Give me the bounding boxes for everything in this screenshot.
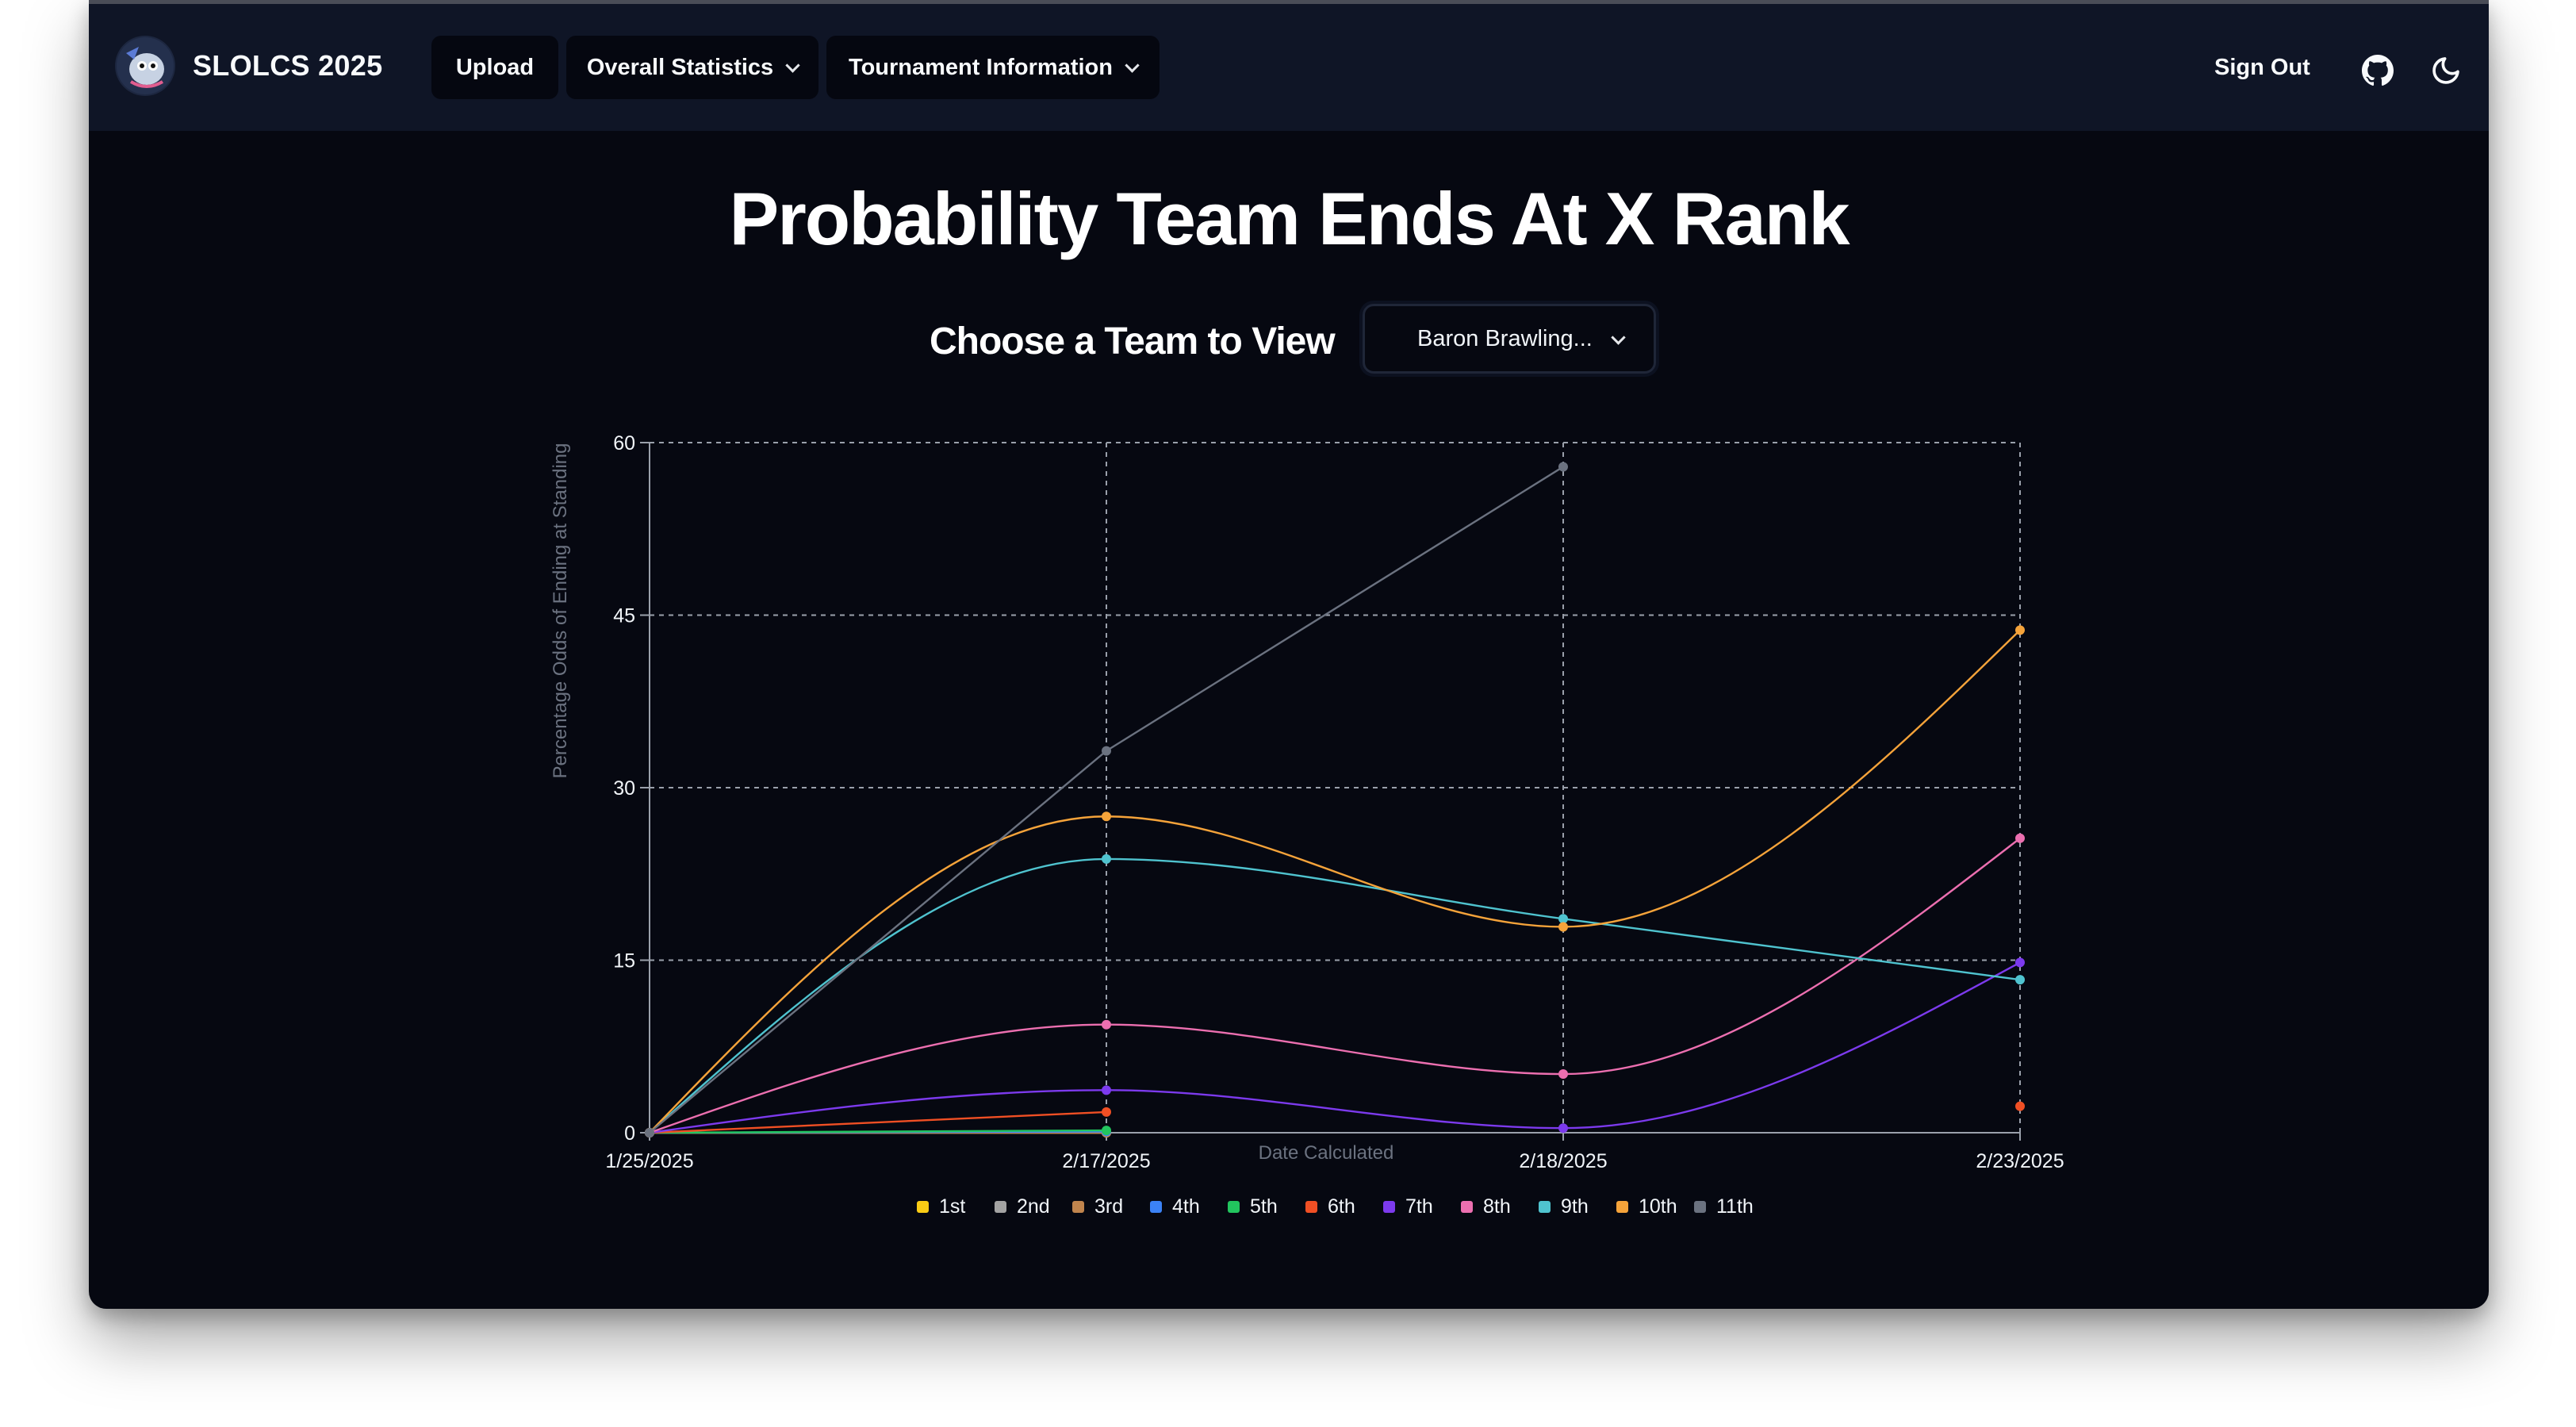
app-window: SLOLCS 2025 Upload Overall Statistics To…	[89, 0, 2489, 1309]
data-point-9th	[2015, 975, 2025, 985]
data-point-8th	[1102, 1019, 1111, 1030]
moon-icon[interactable]	[2430, 55, 2462, 86]
legend-label-11th: 11th	[1716, 1195, 1754, 1218]
legend-label-10th: 10th	[1639, 1195, 1677, 1218]
sign-out-button[interactable]: Sign Out	[2214, 55, 2310, 80]
legend-label-3rd: 3rd	[1094, 1195, 1123, 1218]
legend-swatch-11th	[1694, 1201, 1706, 1213]
series-line-10th	[649, 629, 2021, 1134]
chart-legend: 1st 2nd 3rd 4th 5th 6th 7th 8th 9th 10th 11th	[917, 1195, 1754, 1218]
legend-swatch-9th	[1539, 1201, 1551, 1213]
data-point-8th	[1558, 1069, 1568, 1080]
legend-swatch-3rd	[1072, 1201, 1084, 1213]
series-line-5th	[649, 1129, 1107, 1134]
legend-label-8th: 8th	[1483, 1195, 1511, 1218]
legend-label-9th: 9th	[1561, 1195, 1589, 1218]
legend-label-5th: 5th	[1250, 1195, 1278, 1218]
data-point-7th	[2015, 957, 2025, 968]
series-line-9th	[649, 857, 2021, 1134]
legend-label-1st: 1st	[939, 1195, 965, 1218]
legend-swatch-7th	[1383, 1201, 1395, 1213]
legend-label-4th: 4th	[1172, 1195, 1200, 1218]
legend-swatch-1st	[917, 1201, 929, 1213]
legend-swatch-6th	[1305, 1201, 1317, 1213]
window-top-edge	[89, 0, 2489, 4]
y-tick-label: 15	[613, 950, 635, 972]
data-point-7th	[1102, 1085, 1111, 1095]
upload-label: Upload	[455, 54, 535, 80]
data-point-10th	[1558, 922, 1568, 932]
team-select-value: Baron Brawling...	[1417, 325, 1593, 351]
legend-swatch-10th	[1616, 1201, 1628, 1213]
data-point-9th	[1558, 914, 1568, 924]
x-tick-label: 2/17/2025	[1062, 1150, 1150, 1172]
y-tick-label: 45	[613, 605, 635, 627]
team-select[interactable]: Baron Brawling...	[1363, 304, 1656, 374]
app-title: SLOLCS 2025	[193, 49, 383, 82]
overall-statistics-label: Overall Statistics	[586, 54, 774, 80]
data-point-8th	[2015, 833, 2025, 843]
chart-axes: 0 15 30 45 60 1/25/2025 2/17/2025 2/18/2025 2/23…	[605, 432, 2064, 1172]
probability-chart: 0 15 30 45 60 1/25/2025 2/17/2025 2/18/2025 2/23…	[550, 432, 2064, 1218]
series-line-8th	[649, 837, 2021, 1134]
y-tick-label: 30	[613, 777, 635, 800]
page-title: Probability Team Ends At X Rank	[729, 177, 1850, 260]
series-line-7th	[649, 961, 2021, 1134]
legend-label-6th: 6th	[1328, 1195, 1355, 1218]
overall-statistics-menu[interactable]: Overall Statistics	[566, 36, 818, 99]
series-line-6th	[649, 1111, 1107, 1134]
data-point-11th	[1558, 462, 1568, 472]
chart-points	[645, 462, 2025, 1137]
x-axis-label: Date Calculated	[1259, 1142, 1394, 1164]
navbar: SLOLCS 2025 Upload Overall Statistics To…	[89, 4, 2489, 131]
tournament-information-menu[interactable]: Tournament Information	[826, 36, 1160, 99]
data-point-6th	[2015, 1101, 2025, 1111]
logo-icon	[115, 36, 175, 96]
data-point-11th	[645, 1128, 654, 1137]
legend-swatch-2nd	[995, 1201, 1006, 1213]
x-tick-label: 2/23/2025	[1976, 1150, 2064, 1172]
upload-button[interactable]: Upload	[431, 36, 558, 99]
github-icon[interactable]	[2362, 55, 2394, 86]
legend-swatch-4th	[1150, 1201, 1162, 1213]
y-axis-label: Percentage Odds of Ending at Standing	[550, 443, 571, 779]
legend-swatch-8th	[1461, 1201, 1473, 1213]
brand[interactable]: SLOLCS 2025	[115, 36, 382, 96]
data-point-10th	[2015, 625, 2025, 635]
data-point-10th	[1102, 811, 1111, 822]
legend-label-2nd: 2nd	[1017, 1195, 1050, 1218]
data-point-7th	[1558, 1123, 1568, 1134]
data-point-6th	[1102, 1107, 1111, 1117]
legend-swatch-5th	[1228, 1201, 1240, 1213]
choose-team-label: Choose a Team to View	[930, 320, 1336, 363]
x-tick-label: 2/18/2025	[1519, 1150, 1607, 1172]
x-tick-label: 1/25/2025	[605, 1150, 693, 1172]
data-point-9th	[1102, 854, 1111, 864]
chart-grid	[649, 442, 2021, 1134]
y-tick-label: 60	[613, 432, 635, 455]
data-point-11th	[1102, 746, 1111, 756]
data-point-5th	[1102, 1126, 1111, 1136]
chart-series	[649, 466, 2021, 1134]
tournament-information-label: Tournament Information	[849, 54, 1113, 80]
y-tick-label: 0	[624, 1122, 635, 1145]
legend-label-7th: 7th	[1405, 1195, 1433, 1218]
